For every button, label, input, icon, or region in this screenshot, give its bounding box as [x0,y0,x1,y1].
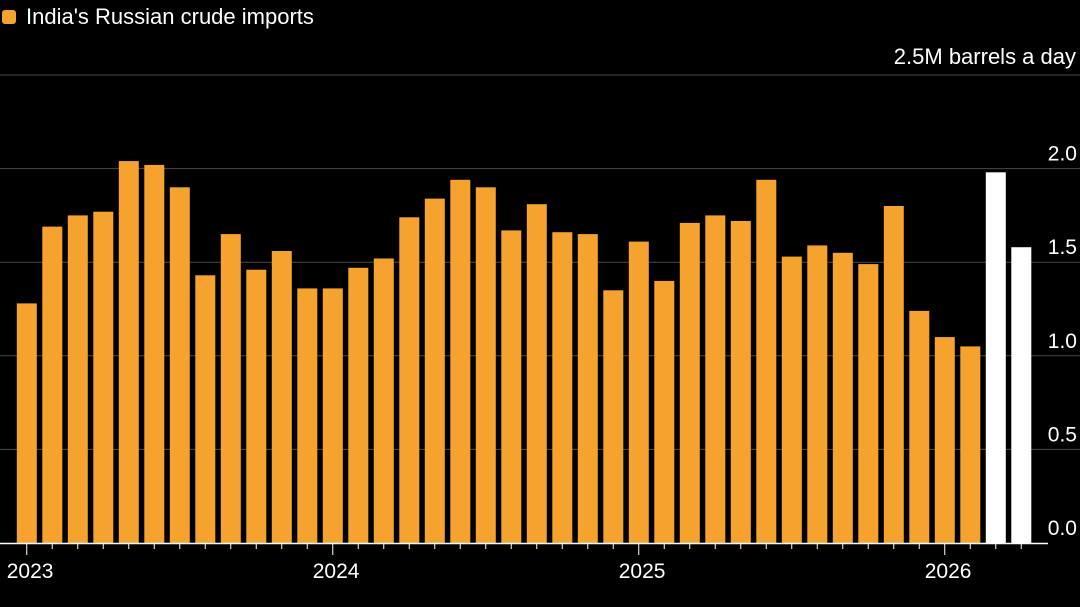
bar [246,269,267,543]
bar [475,187,496,544]
y-tick-label: 0.5 [1048,423,1077,446]
y-tick-label: 1.0 [1048,330,1077,353]
bar [577,234,598,543]
bar [756,179,777,544]
bar [195,275,216,543]
bar [858,264,879,543]
legend: India's Russian crude imports [2,4,314,30]
bar [220,234,241,543]
bar [934,337,955,543]
x-tick-label: 2025 [619,560,666,583]
bar [781,256,802,543]
bar [552,232,573,543]
bar [603,290,624,543]
bar [16,303,37,543]
bar [42,226,63,543]
bar [93,211,114,543]
legend-swatch [2,10,16,24]
bar [628,241,649,543]
bar [883,206,904,543]
x-tick-label: 2024 [313,560,360,583]
bar-highlighted [1011,247,1032,543]
bar [424,198,445,543]
y-axis-unit-label: 2.5M barrels a day [893,44,1076,69]
bar [705,215,726,543]
bar [807,245,828,543]
bar [450,179,471,544]
y-tick-label: 1.5 [1048,236,1077,259]
bar-highlighted [985,172,1006,544]
bar [118,161,139,543]
bar [909,310,930,543]
y-tick-label: 2.0 [1048,143,1077,166]
y-tick-label: 0.0 [1048,517,1077,540]
bar [679,222,700,543]
bar [297,288,318,543]
bar [169,187,190,544]
legend-label: India's Russian crude imports [26,4,314,29]
bar [271,251,292,543]
x-tick-label: 2023 [7,560,54,583]
bar [348,267,369,543]
bar [654,280,675,543]
bar [526,204,547,543]
bar [322,288,343,543]
bar [832,252,853,544]
bar [373,258,394,543]
bar [730,221,751,543]
bar [960,346,981,543]
bar [501,230,522,543]
x-tick-label: 2026 [925,560,972,583]
bar [67,215,88,543]
bar [399,217,420,544]
bar [144,164,165,543]
